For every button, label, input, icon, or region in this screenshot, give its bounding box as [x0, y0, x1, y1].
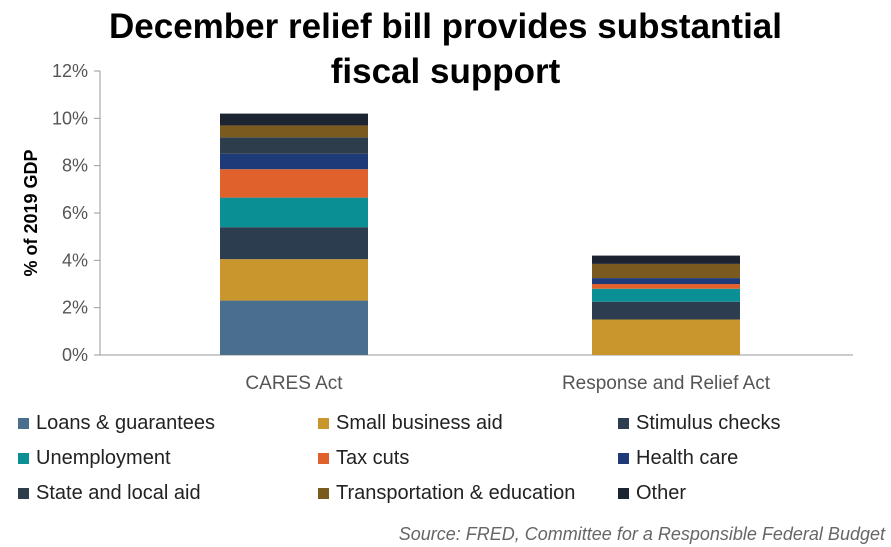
legend-swatch: [18, 488, 29, 499]
y-tick-label: 10%: [52, 108, 88, 128]
bar-segment: [220, 169, 368, 198]
bar-segment: [220, 197, 368, 228]
legend-item: State and local aid: [18, 482, 201, 505]
stacked-bar-chart: 0% 2% 4% 6% 8% 10% 12% % of 2019 GDP CARES Act Re…: [21, 61, 853, 394]
legend-label: Other: [636, 482, 687, 504]
legend-swatch: [318, 488, 329, 499]
legend-item: Unemployment: [18, 447, 171, 470]
legend-item: Loans & guarantees: [18, 412, 215, 435]
legend-label: Loans & guarantees: [36, 412, 216, 434]
legend-swatch: [618, 453, 629, 464]
y-tick-label: 12%: [52, 61, 88, 81]
legend-label: Small business aid: [336, 412, 503, 434]
legend-swatch: [18, 453, 29, 464]
y-tick-label: 0%: [62, 345, 88, 365]
legend-label: Tax cuts: [336, 447, 410, 469]
legend-label: Health care: [636, 447, 739, 469]
bar-segment: [592, 301, 740, 320]
legend-label: State and local aid: [36, 482, 201, 504]
bar-segment: [592, 284, 740, 289]
bar-segment: [592, 288, 740, 302]
source-note: Source: FRED, Committee for a Responsibl…: [398, 524, 885, 544]
bar-segment: [592, 278, 740, 284]
bar-segment: [220, 300, 368, 355]
chart-title-line-1: December relief bill provides substantia…: [109, 7, 782, 46]
bar-segment: [220, 259, 368, 301]
y-tick-label: 2%: [62, 298, 88, 318]
legend-item: Small business aid: [318, 412, 503, 435]
y-tick-label: 6%: [62, 203, 88, 223]
y-axis-label: % of 2019 GDP: [21, 149, 41, 276]
legend-swatch: [18, 418, 29, 429]
legend-item: Stimulus checks: [618, 412, 781, 435]
chart-title: December relief bill provides substantia…: [0, 4, 891, 94]
bar-segment: [592, 319, 740, 355]
bar-segment: [592, 263, 740, 279]
x-tick-label: CARES Act: [245, 373, 343, 394]
legend-label: Unemployment: [36, 447, 171, 469]
bar-segment: [220, 137, 368, 154]
legend-swatch: [618, 418, 629, 429]
y-tick-label: 4%: [62, 250, 88, 270]
bar-segment: [220, 113, 368, 126]
legend-swatch: [318, 453, 329, 464]
legend-swatch: [318, 418, 329, 429]
legend-item: Transportation & education: [318, 482, 575, 505]
bar-segment: [220, 153, 368, 170]
bar-segment: [592, 255, 740, 264]
bar-segment: [220, 227, 368, 260]
legend-swatch: [618, 488, 629, 499]
y-tick-label: 8%: [62, 156, 88, 176]
legend-item: Tax cuts: [318, 447, 409, 470]
legend-label: Transportation & education: [336, 482, 576, 504]
legend-label: Stimulus checks: [636, 412, 781, 434]
x-tick-label: Response and Relief Act: [562, 373, 771, 394]
legend-item: Health care: [618, 447, 738, 470]
bar-segment: [220, 125, 368, 138]
chart-title-line-2: fiscal support: [330, 52, 561, 91]
legend-item: Other: [618, 482, 686, 505]
